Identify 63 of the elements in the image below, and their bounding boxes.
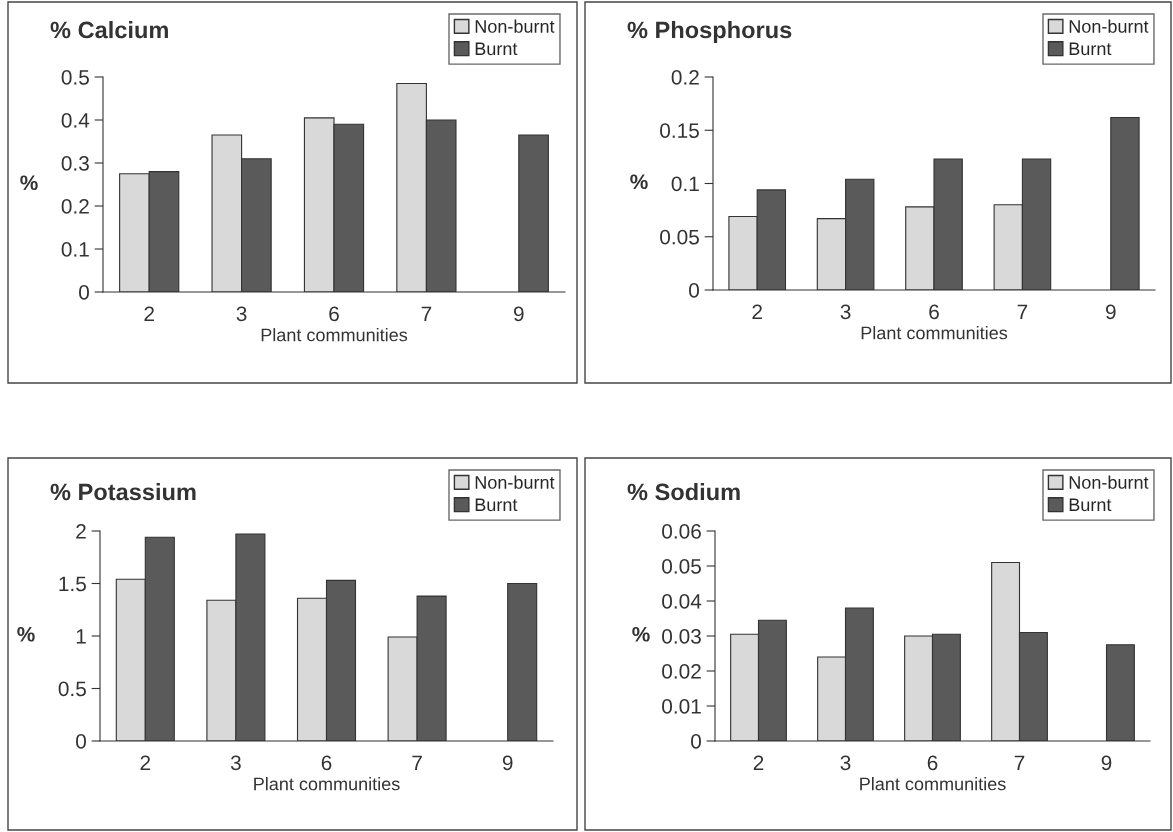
y-tick-label: 0.4 <box>61 113 90 128</box>
x-tick-label: 6 <box>321 755 332 771</box>
x-tick-label: 9 <box>502 755 513 771</box>
y-tick-label: 0 <box>689 283 699 298</box>
y-tick-label: 2 <box>76 524 86 539</box>
y-tick-label: 0.04 <box>662 594 702 609</box>
legend-label: Non-burnt <box>1069 19 1149 33</box>
x-tick-label: 3 <box>840 755 851 771</box>
x-tick-label: 2 <box>753 755 764 770</box>
y-tick-label: 0 <box>79 285 89 300</box>
x-tick-label: 6 <box>927 755 938 771</box>
y-tick-label: 0.2 <box>671 70 699 85</box>
x-tick-label: 9 <box>1105 304 1116 320</box>
y-tick-label: 1 <box>76 629 86 644</box>
x-axis-title: Plant communities <box>254 777 400 791</box>
y-tick-label: 0.06 <box>662 524 701 539</box>
y-tick-label: 0.1 <box>671 176 699 192</box>
x-tick-label: 7 <box>421 306 432 321</box>
legend-label: Burnt <box>1069 42 1112 56</box>
y-tick-label: 0.2 <box>61 199 89 214</box>
y-tick-label: 0.3 <box>61 156 89 171</box>
legend-label: Non-burnt <box>1069 475 1149 489</box>
legend-label: Burnt <box>1069 498 1112 512</box>
x-tick-label: 3 <box>236 306 247 322</box>
chart-title: % Sodium <box>627 482 740 501</box>
y-tick-label: 0.5 <box>58 681 86 697</box>
y-tick-label: 0.05 <box>662 559 701 574</box>
y-axis-title: % <box>20 175 38 191</box>
legend-label: Non-burnt <box>475 475 555 489</box>
x-axis-title: Plant communities <box>861 326 1008 340</box>
y-tick-label: 0.1 <box>61 242 89 257</box>
x-tick-label: 6 <box>929 304 939 320</box>
y-tick-label: 0.03 <box>662 629 701 644</box>
y-tick-label: 1.5 <box>59 576 86 592</box>
chart-title: % Phosphorus <box>627 21 792 44</box>
legend-label: Burnt <box>475 42 518 56</box>
x-axis-title: Plant communities <box>860 777 1006 791</box>
x-tick-label: 7 <box>412 755 422 770</box>
y-tick-label: 0.15 <box>660 123 699 138</box>
y-tick-label: 0.05 <box>660 229 699 245</box>
y-axis-title: % <box>17 626 35 642</box>
x-tick-label: 3 <box>840 304 851 320</box>
x-tick-label: 2 <box>140 755 151 770</box>
x-tick-label: 6 <box>329 306 339 322</box>
chart-title: % Calcium <box>50 21 168 39</box>
y-tick-label: 0.02 <box>662 664 701 679</box>
y-tick-label: 0.5 <box>61 70 89 85</box>
legend-label: Burnt <box>475 498 518 512</box>
x-tick-label: 7 <box>1017 304 1028 319</box>
x-tick-label: 2 <box>144 306 154 321</box>
x-tick-label: 9 <box>1101 755 1112 771</box>
legend-label: Non-burnt <box>475 19 555 33</box>
y-tick-label: 0 <box>691 734 701 749</box>
y-tick-label: 0.01 <box>662 699 701 714</box>
x-tick-label: 3 <box>230 755 241 771</box>
chart-title: % Potassium <box>50 482 196 501</box>
y-axis-title: % <box>630 174 648 190</box>
y-axis-title: % <box>632 626 650 642</box>
x-axis-title: Plant communities <box>261 328 408 342</box>
x-tick-label: 9 <box>513 306 524 322</box>
x-tick-label: 2 <box>752 304 762 319</box>
x-tick-label: 7 <box>1014 755 1025 770</box>
y-tick-label: 0 <box>76 734 86 749</box>
